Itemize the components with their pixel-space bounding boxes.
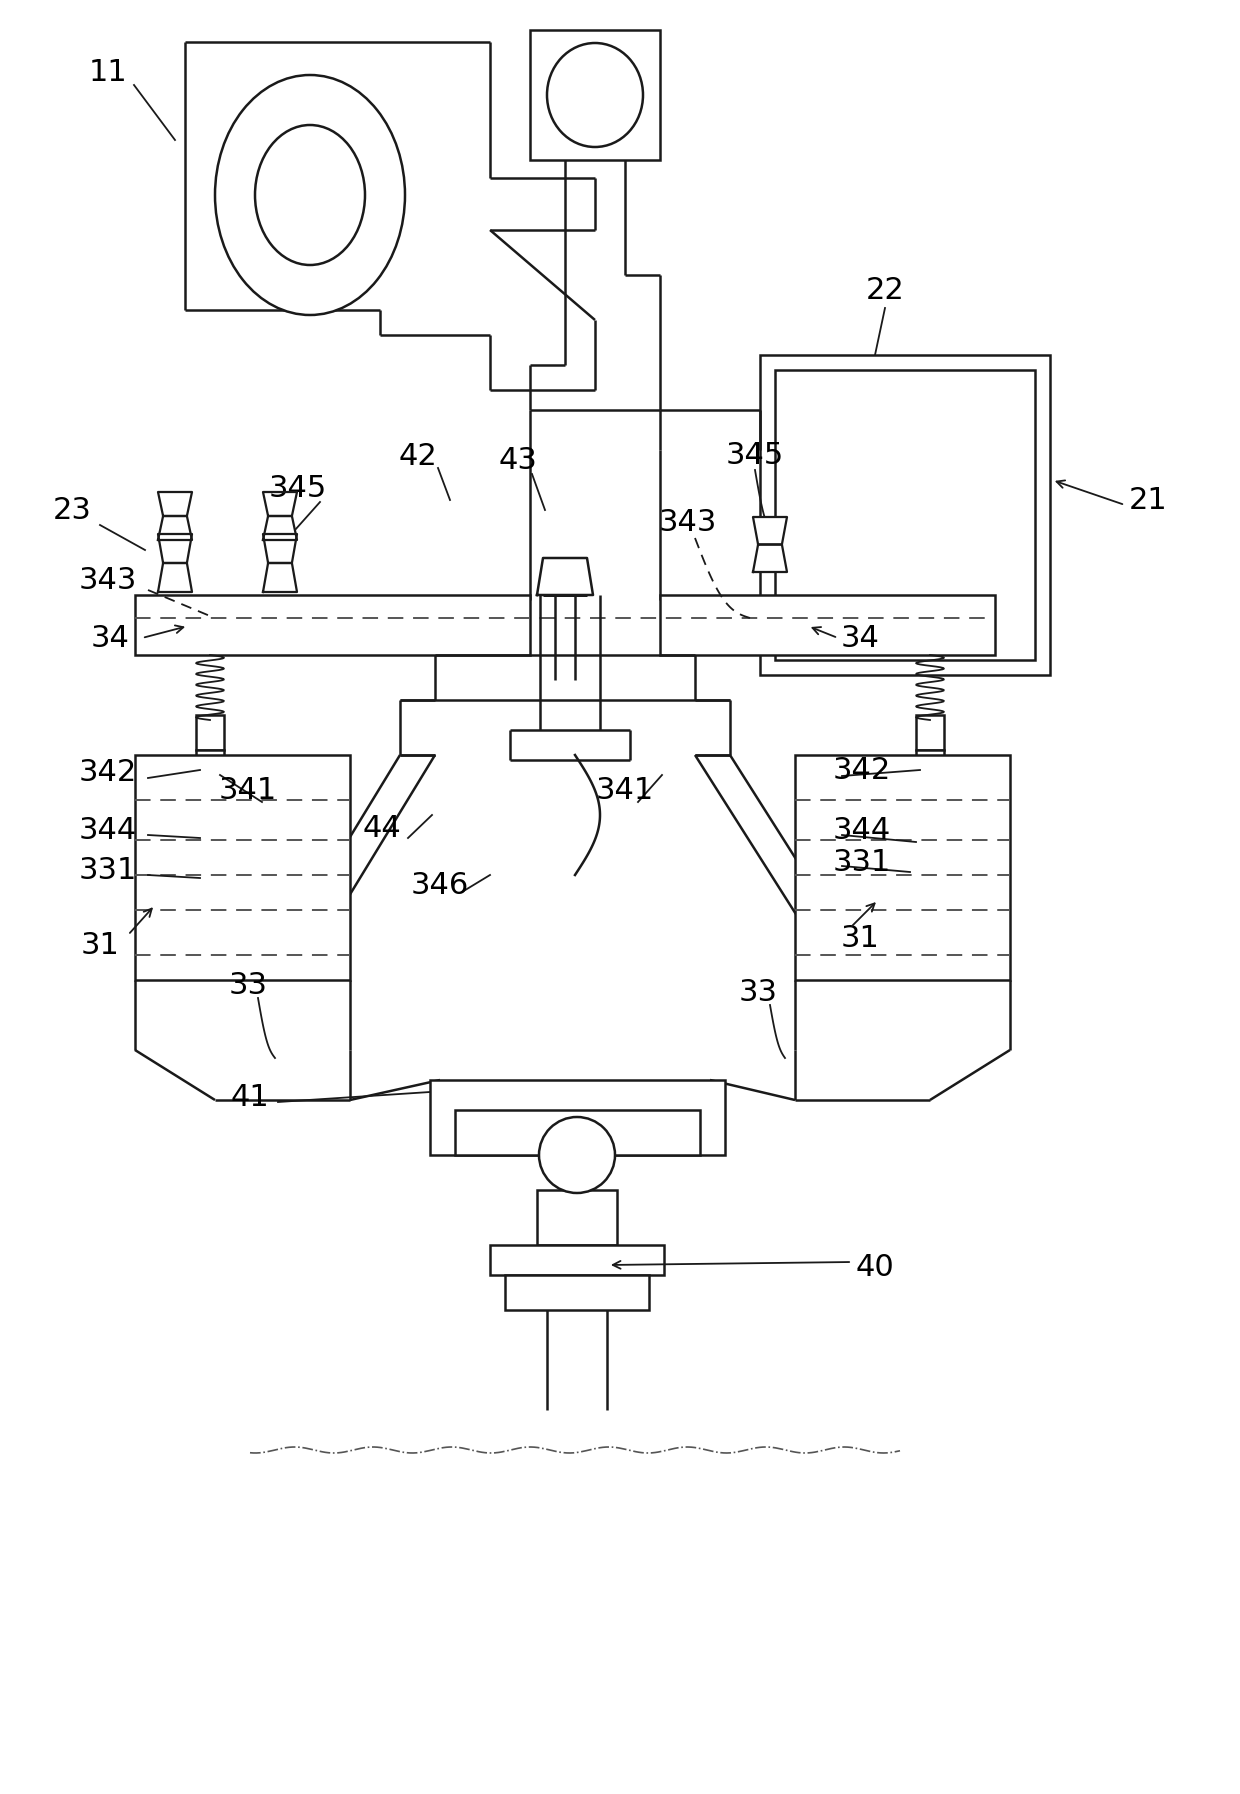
- Text: 41: 41: [231, 1084, 269, 1112]
- Text: 343: 343: [79, 565, 138, 594]
- Text: 345: 345: [269, 474, 327, 502]
- Text: 23: 23: [52, 495, 92, 524]
- Text: 33: 33: [228, 971, 268, 999]
- Bar: [196, 716, 224, 750]
- Polygon shape: [263, 517, 298, 540]
- Text: 42: 42: [398, 441, 438, 470]
- Text: 344: 344: [833, 816, 892, 845]
- Bar: [455, 1110, 701, 1155]
- Ellipse shape: [255, 126, 365, 266]
- Polygon shape: [157, 517, 192, 540]
- Bar: [537, 1189, 618, 1245]
- Bar: [916, 716, 944, 750]
- Bar: [430, 1080, 725, 1155]
- Text: 40: 40: [856, 1254, 894, 1283]
- Bar: [795, 755, 1011, 980]
- Polygon shape: [157, 563, 192, 592]
- Text: 34: 34: [841, 624, 879, 653]
- Text: 44: 44: [362, 813, 402, 843]
- Text: 342: 342: [79, 757, 138, 786]
- Polygon shape: [753, 517, 787, 545]
- Text: 33: 33: [739, 978, 777, 1006]
- Text: 31: 31: [81, 931, 119, 960]
- Text: 343: 343: [658, 508, 717, 536]
- Bar: [660, 596, 994, 655]
- Bar: [775, 370, 1035, 660]
- Circle shape: [539, 1118, 615, 1193]
- Bar: [135, 755, 350, 980]
- Polygon shape: [263, 535, 298, 563]
- Text: 344: 344: [79, 816, 138, 845]
- Text: 331: 331: [833, 847, 892, 877]
- Ellipse shape: [215, 75, 405, 316]
- Text: 43: 43: [498, 445, 537, 474]
- Polygon shape: [263, 563, 298, 592]
- Text: 21: 21: [1128, 486, 1167, 515]
- Text: 346: 346: [410, 870, 469, 899]
- Bar: [135, 596, 529, 655]
- Polygon shape: [157, 492, 192, 517]
- Text: 31: 31: [841, 924, 879, 953]
- Bar: [529, 30, 660, 160]
- Text: 11: 11: [88, 57, 128, 86]
- Text: 341: 341: [219, 775, 277, 804]
- Bar: [196, 750, 224, 779]
- Bar: [760, 355, 1050, 675]
- Text: 34: 34: [91, 624, 129, 653]
- Ellipse shape: [547, 43, 644, 147]
- Text: 342: 342: [833, 755, 892, 784]
- Polygon shape: [753, 545, 787, 572]
- Text: 331: 331: [79, 856, 138, 884]
- Bar: [505, 1276, 649, 1310]
- Text: 341: 341: [596, 775, 655, 804]
- Polygon shape: [157, 535, 192, 563]
- Text: 22: 22: [866, 276, 904, 305]
- Polygon shape: [537, 558, 593, 596]
- Bar: [916, 750, 944, 779]
- Polygon shape: [263, 492, 298, 517]
- Text: 345: 345: [725, 441, 784, 470]
- Bar: [490, 1245, 663, 1276]
